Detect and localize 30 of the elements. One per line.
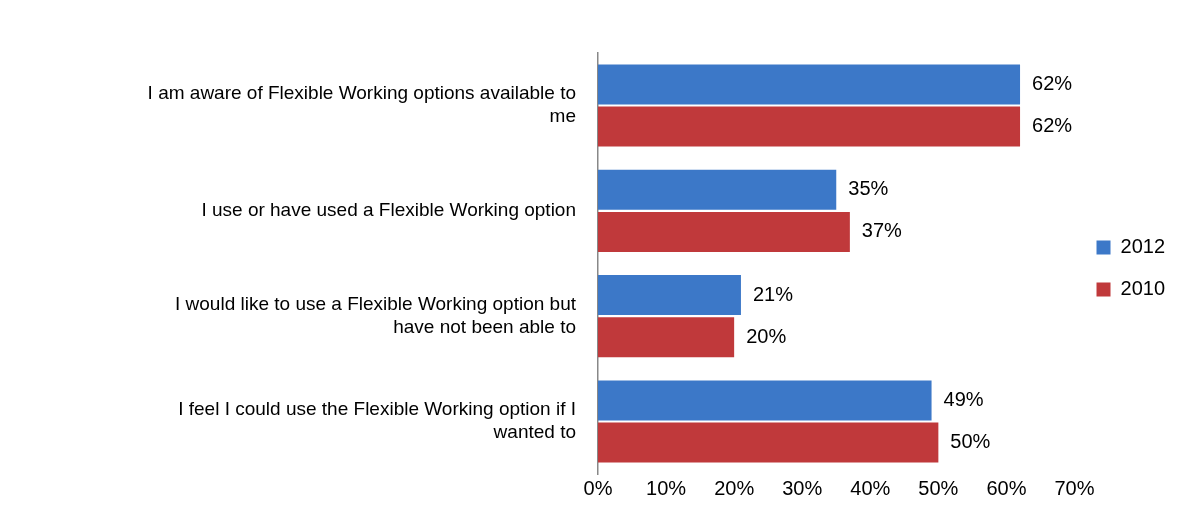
bar [598, 275, 741, 316]
bar [598, 317, 735, 358]
bar [598, 169, 837, 210]
x-tick-label: 10% [646, 476, 687, 499]
x-tick-label: 70% [1054, 476, 1095, 499]
data-label: 35% [848, 177, 889, 200]
legend-label: 2010 [1120, 277, 1166, 300]
bar [598, 422, 939, 463]
y-tick-label: I feel I could use the Flexible Working option if I wanted to [178, 398, 576, 443]
data-label: 37% [861, 219, 903, 242]
y-tick-label: I use or have used a Flexible Working option [201, 199, 576, 221]
bar [598, 380, 932, 421]
bar [598, 211, 850, 252]
x-tick-label: 40% [850, 476, 891, 499]
data-label: 50% [950, 430, 991, 453]
bar [598, 106, 1021, 147]
bar [598, 64, 1021, 105]
x-tick-label: 20% [714, 476, 755, 499]
data-label: 21% [752, 282, 794, 305]
data-label: 49% [943, 387, 984, 410]
legend-label: 2012 [1120, 235, 1166, 258]
x-tick-label: 30% [782, 476, 823, 499]
x-tick-label: 0% [583, 476, 613, 499]
data-label: 20% [746, 324, 787, 347]
y-tick-label: I would like to use a Flexible Working option but have not been able to [175, 293, 577, 337]
data-label: 62% [1032, 71, 1073, 94]
x-tick-label: 50% [918, 476, 959, 499]
x-tick-label: 60% [986, 476, 1027, 499]
data-label: 62% [1032, 114, 1073, 137]
y-tick-label: I am aware of Flexible Working options available to me [147, 82, 576, 127]
